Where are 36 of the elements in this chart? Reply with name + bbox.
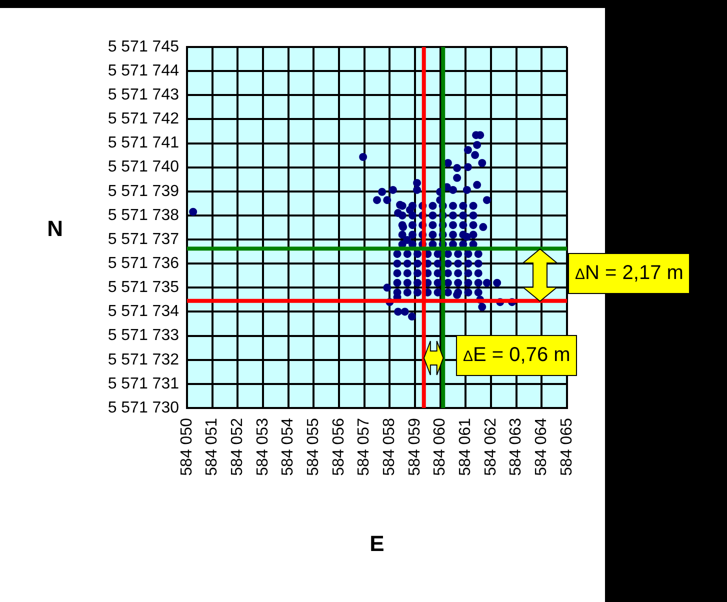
x-tick-label: 584 055 xyxy=(305,418,322,476)
y-tick-label: 5 571 745 xyxy=(108,38,180,56)
y-tick-label: 5 571 733 xyxy=(108,327,180,344)
x-tick-label: 584 054 xyxy=(280,418,297,476)
x-tick-label: 584 059 xyxy=(406,418,424,476)
x-tick-label: 584 058 xyxy=(381,418,398,476)
y-tick-label: 5 571 732 xyxy=(108,351,180,368)
y-tick-label: 5 571 730 xyxy=(108,399,180,416)
annotation: ΔE = 0,76 m xyxy=(456,335,578,376)
x-tick-label: 584 060 xyxy=(432,418,449,476)
x-tick-label: 584 053 xyxy=(254,418,272,476)
y-tick-label: 5 571 741 xyxy=(108,134,180,152)
y-tick-label: 5 571 738 xyxy=(108,206,180,224)
x-tick-label: 584 063 xyxy=(508,418,525,476)
y-tick-label: 5 571 742 xyxy=(108,110,180,128)
y-tick-label: 5 571 743 xyxy=(108,86,180,104)
x-tick-label: 584 052 xyxy=(229,418,246,476)
x-tick-label: 584 065 xyxy=(558,418,576,476)
x-tick-label: 584 064 xyxy=(533,418,550,476)
y-tick-label: 5 571 737 xyxy=(108,230,180,248)
y-tick-label: 5 571 731 xyxy=(108,375,180,392)
x-tick-label: 584 057 xyxy=(356,418,373,476)
y-tick-label: 5 571 740 xyxy=(108,158,180,176)
x-tick-label: 584 050 xyxy=(178,418,196,476)
x-tick-label: 584 051 xyxy=(204,418,221,476)
y-tick-label: 5 571 734 xyxy=(108,303,180,320)
x-axis-title: E xyxy=(370,531,384,556)
text: ΔN = 2,17 m xyxy=(568,253,690,294)
x-tick-label: 584 062 xyxy=(482,418,500,476)
y-tick-label: 5 571 736 xyxy=(108,255,180,272)
y-tick-label: 5 571 744 xyxy=(108,62,180,80)
y-tick-label: 5 571 735 xyxy=(108,279,180,296)
y-tick-label: 5 571 739 xyxy=(108,182,180,200)
x-tick-label: 584 056 xyxy=(330,418,348,476)
x-tick-label: 584 061 xyxy=(457,418,474,476)
y-axis-title: N xyxy=(47,216,63,242)
